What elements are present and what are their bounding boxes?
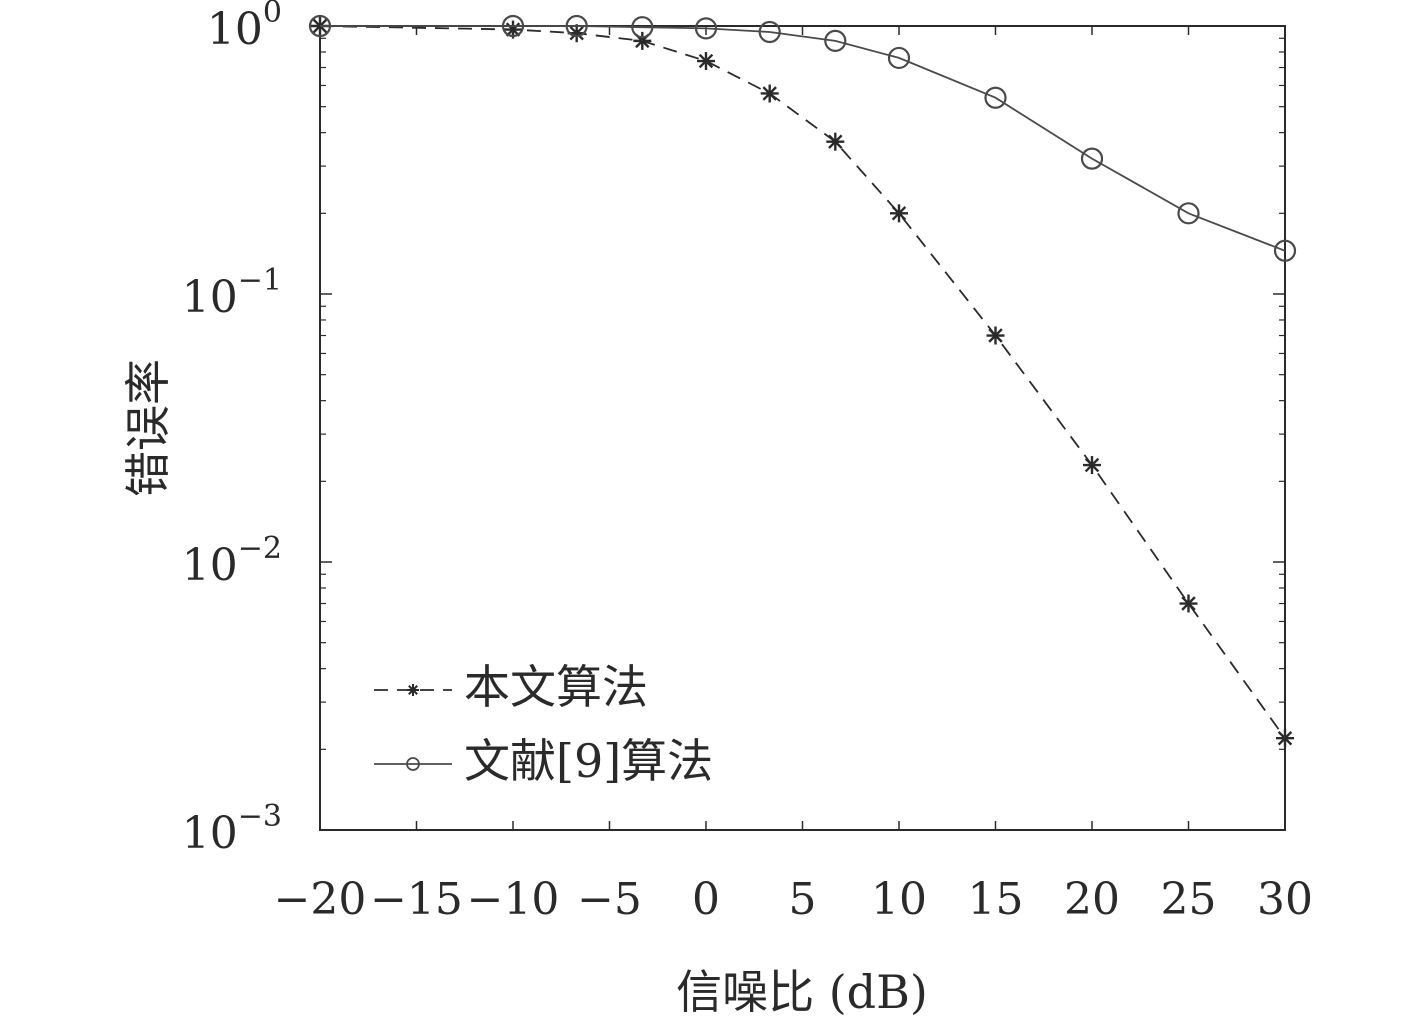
series-1-point	[824, 29, 847, 52]
series-0-point	[760, 84, 779, 103]
series-1-point	[887, 46, 911, 70]
x-tick-label: 25	[1161, 874, 1217, 925]
legend-label-ref9: 文献[9]算法	[464, 734, 713, 788]
series-0-point	[1083, 456, 1101, 475]
series-0-point	[826, 132, 845, 151]
series-line-1	[320, 25, 1286, 252]
y-axis-label: 错误率	[121, 359, 175, 497]
x-tick-label: 10	[871, 874, 927, 925]
series-line-0	[319, 25, 1286, 739]
y-tick-label: 10−2	[182, 531, 282, 591]
legend-sample-ref9	[374, 757, 452, 771]
y-tick-label: 10−1	[182, 263, 282, 323]
tick-labels: −20 −15 −10 −5 0 5 10 15 20 25 30 100 10−1 10−2 10−3	[182, 0, 1313, 925]
series-1-point	[758, 20, 781, 44]
x-tick-label: 20	[1064, 874, 1120, 925]
series-0-point	[890, 204, 908, 223]
series-0-point	[697, 52, 715, 71]
series-0-point	[1179, 594, 1198, 613]
series-1-point	[308, 14, 332, 38]
x-axis-label: 信噪比 (dB)	[676, 965, 928, 1019]
legend: 本文算法 文献[9]算法	[374, 660, 713, 788]
legend-sample-ours	[374, 684, 452, 696]
series-1-point	[984, 86, 1007, 109]
y-tick-label: 100	[207, 0, 282, 55]
legend-label-ours: 本文算法	[464, 660, 648, 714]
series-1-point	[501, 14, 525, 38]
data-series	[308, 14, 1297, 748]
x-tick-label: 0	[692, 874, 720, 925]
x-tick-label: 5	[789, 874, 817, 925]
x-tick-label: −5	[577, 874, 642, 925]
series-1-point	[1273, 239, 1297, 262]
x-tick-label: 15	[968, 874, 1024, 925]
series-1-point	[694, 17, 718, 40]
series-1-point	[1080, 147, 1104, 170]
series-1-point	[631, 16, 654, 39]
x-tick-label: 30	[1257, 874, 1313, 925]
x-tick-label: −20	[274, 874, 367, 925]
series-1-point	[1177, 202, 1200, 225]
x-tick-label: −10	[467, 874, 560, 925]
series-1-point	[565, 14, 588, 38]
axis-ticks	[319, 25, 1286, 831]
x-tick-label: −15	[370, 874, 463, 925]
y-tick-label: 10−3	[182, 799, 282, 859]
series-0-point	[986, 326, 1005, 345]
series-0-point	[1276, 729, 1294, 748]
